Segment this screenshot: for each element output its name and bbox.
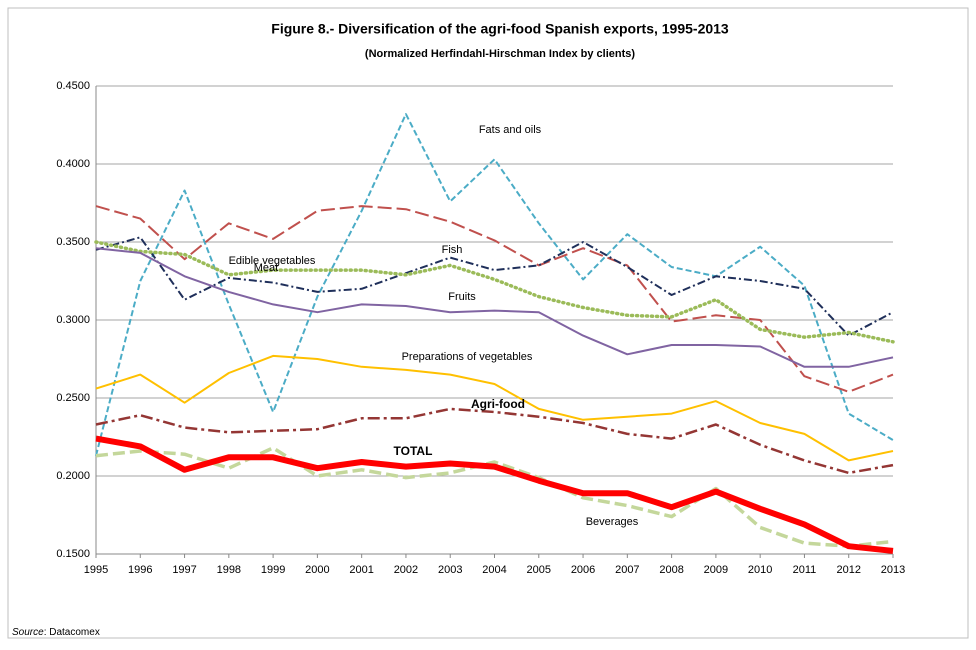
x-tick-label: 2000 — [305, 564, 329, 576]
series-line — [95, 205, 894, 393]
series-line — [95, 236, 894, 337]
series-label: Edible vegetables — [229, 255, 316, 267]
x-tick-label: 2003 — [438, 564, 462, 576]
x-tick-label: 1995 — [84, 564, 108, 576]
series-line — [95, 247, 894, 368]
x-tick-label: 2008 — [659, 564, 683, 576]
y-tick-label: 0.4000 — [56, 158, 90, 170]
x-tick-label: 2002 — [394, 564, 418, 576]
series-line — [95, 446, 894, 548]
source-note: Source: Datacomex — [12, 627, 100, 638]
series-line — [95, 113, 894, 456]
source-label: Source — [12, 627, 44, 638]
x-tick-label: 1996 — [128, 564, 152, 576]
series-line — [95, 407, 894, 475]
series-label: Preparations of vegetables — [402, 351, 533, 363]
x-tick-label: 2007 — [615, 564, 639, 576]
y-tick-label: 0.2500 — [56, 392, 90, 404]
series-label: Fruits — [448, 291, 476, 303]
x-tick-label: 2011 — [793, 564, 817, 576]
x-tick-label: 2004 — [482, 564, 506, 576]
series-label: Fats and oils — [479, 124, 542, 136]
chart-frame — [7, 7, 969, 639]
x-tick-label: 2006 — [571, 564, 595, 576]
series-label: Beverages — [586, 516, 639, 528]
series-label: Meat — [254, 262, 278, 274]
x-tick-label: 2012 — [836, 564, 860, 576]
chart-title: Figure 8.- Diversification of the agri-f… — [271, 21, 729, 37]
series-label: TOTAL — [394, 444, 433, 458]
series-label: Agri-food — [471, 397, 525, 411]
series-line — [95, 354, 894, 462]
x-tick-label: 1997 — [172, 564, 196, 576]
series-label: Fish — [442, 244, 463, 256]
y-tick-label: 0.3000 — [56, 314, 90, 326]
y-tick-label: 0.2000 — [56, 470, 90, 482]
source-text: : Datacomex — [44, 627, 100, 638]
series-line — [95, 435, 894, 554]
x-tick-label: 1999 — [261, 564, 285, 576]
x-tick-label: 2009 — [704, 564, 728, 576]
x-tick-label: 2010 — [748, 564, 772, 576]
x-tick-label: 2013 — [881, 564, 905, 576]
series-line — [94, 240, 895, 344]
y-tick-label: 0.4500 — [56, 80, 90, 92]
y-tick-label: 0.1500 — [56, 548, 90, 560]
x-tick-label: 2001 — [349, 564, 373, 576]
y-tick-label: 0.3500 — [56, 236, 90, 248]
x-tick-label: 2005 — [527, 564, 551, 576]
x-tick-label: 1998 — [217, 564, 241, 576]
chart-subtitle: (Normalized Herfindahl-Hirschman Index b… — [365, 48, 636, 60]
